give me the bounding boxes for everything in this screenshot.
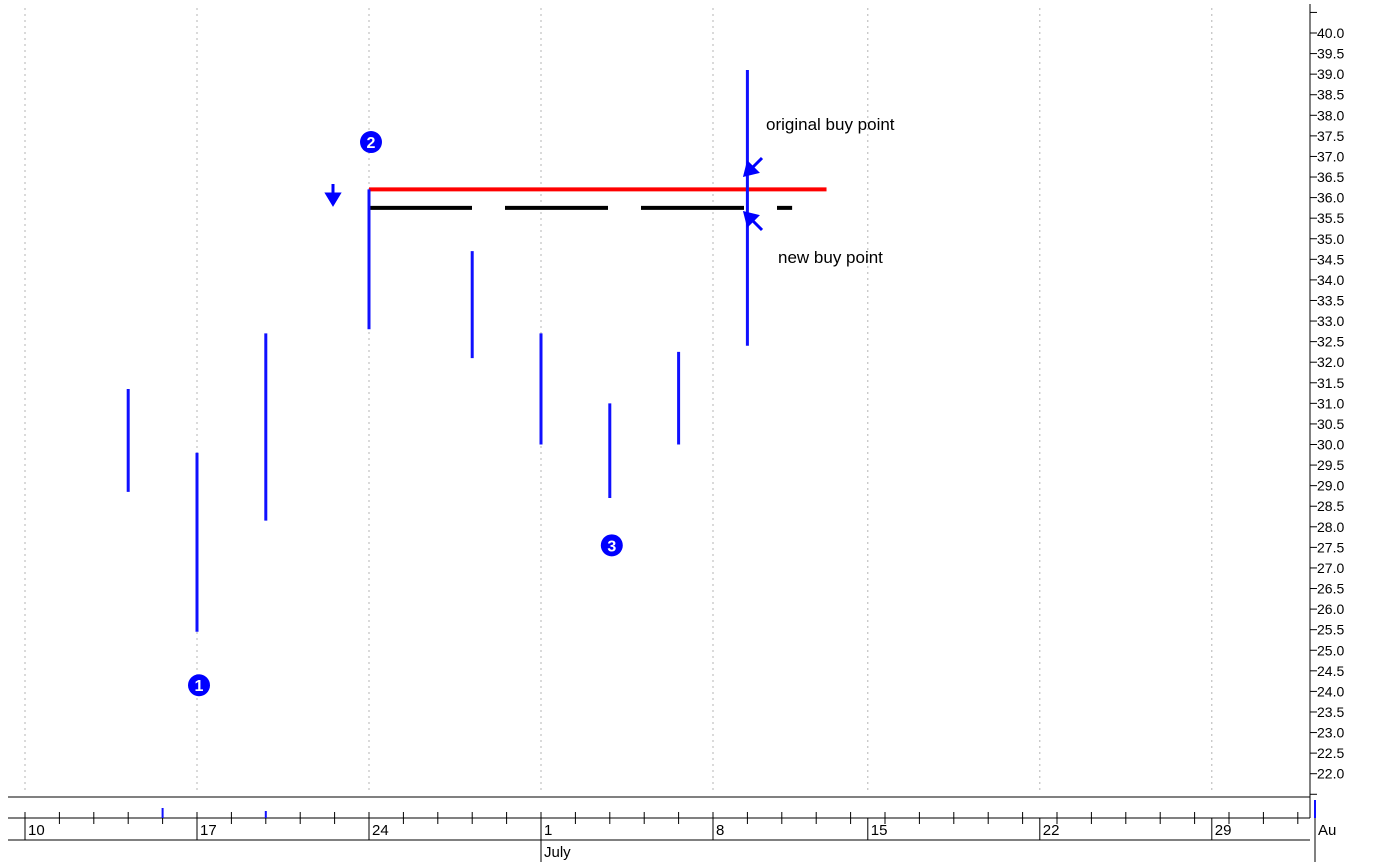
- y-tick-label: 35.0: [1317, 231, 1344, 247]
- y-tick-label: 30.5: [1317, 416, 1344, 432]
- y-tick-label: 28.5: [1317, 498, 1344, 514]
- x-tick-label: 22: [1043, 822, 1060, 839]
- y-tick-label: 25.5: [1317, 622, 1344, 638]
- original-buy-arrow-icon: [742, 156, 764, 178]
- y-tick-label: 38.0: [1317, 107, 1344, 123]
- y-tick-label: 23.5: [1317, 704, 1344, 720]
- y-tick-label: 36.0: [1317, 190, 1344, 206]
- buy-point-lines: [369, 187, 827, 210]
- y-tick-label: 25.0: [1317, 642, 1344, 658]
- x-tick-label: 24: [372, 822, 389, 839]
- marker-circle: [360, 131, 382, 154]
- y-tick-label: 36.5: [1317, 169, 1344, 185]
- y-tick-label: 31.5: [1317, 375, 1344, 391]
- new-buy-point-label: new buy point: [778, 248, 883, 267]
- annotations: original buy point new buy point: [324, 115, 895, 267]
- y-tick-label: 33.0: [1317, 313, 1344, 329]
- new-buy-arrow-icon: [742, 210, 764, 232]
- y-tick-label: 29.0: [1317, 478, 1344, 494]
- y-tick-label: 32.0: [1317, 354, 1344, 370]
- y-tick-label: 23.0: [1317, 725, 1344, 741]
- y-tick-label: 26.5: [1317, 581, 1344, 597]
- y-tick-label: 22.0: [1317, 766, 1344, 782]
- down-arrow-icon: [324, 184, 342, 207]
- y-tick-label: 39.5: [1317, 46, 1344, 62]
- price-bars: [126, 70, 749, 632]
- y-tick-label: 34.0: [1317, 272, 1344, 288]
- x-tick-label: 8: [716, 822, 724, 839]
- month-label: July: [544, 844, 571, 861]
- x-axis: 10 17 24 1 8 15 22 29 Au July: [8, 796, 1336, 862]
- y-tick-label: 32.5: [1317, 334, 1344, 350]
- marker-circle: [600, 534, 623, 557]
- y-tick-label: 28.0: [1317, 519, 1344, 535]
- y-tick-label: 27.5: [1317, 539, 1344, 555]
- marker-circle: [188, 674, 210, 697]
- x-tick-label: 15: [871, 822, 888, 839]
- x-tick-label: 29: [1215, 822, 1232, 839]
- numbered-markers: 1 2 3: [188, 131, 623, 697]
- y-tick-label: 38.5: [1317, 87, 1344, 103]
- y-tick-label: 27.0: [1317, 560, 1344, 576]
- y-tick-label: 29.5: [1317, 457, 1344, 473]
- y-tick-label: 37.0: [1317, 148, 1344, 164]
- y-axis: 22.0 22.5 23.0 23.5 24.0 24.5 25.0 25.5 26.0 26.5…: [1309, 4, 1344, 818]
- y-tick-label: 31.0: [1317, 395, 1344, 411]
- y-tick-label: 40.0: [1317, 25, 1344, 41]
- marker-number: 1: [195, 678, 204, 695]
- y-tick-label: 34.5: [1317, 251, 1344, 267]
- y-tick-label: 30.0: [1317, 437, 1344, 453]
- marker-number: 3: [607, 538, 616, 555]
- y-tick-label: 33.5: [1317, 292, 1344, 308]
- gridlines: [24, 8, 1213, 790]
- y-tick-label: 24.5: [1317, 663, 1344, 679]
- x-tick-label: 17: [200, 822, 217, 839]
- y-tick-label: 39.0: [1317, 66, 1344, 82]
- x-tick-label: 10: [28, 822, 45, 839]
- y-tick-label: 37.5: [1317, 128, 1344, 144]
- x-tick-label: Au: [1318, 822, 1336, 839]
- y-tick-label: 24.0: [1317, 683, 1344, 699]
- y-tick-label: 26.0: [1317, 601, 1344, 617]
- original-buy-point-label: original buy point: [766, 115, 895, 134]
- y-tick-label: 22.5: [1317, 745, 1344, 761]
- y-tick-label: 35.5: [1317, 210, 1344, 226]
- x-tick-label: 1: [544, 822, 552, 839]
- marker-number: 2: [367, 135, 376, 152]
